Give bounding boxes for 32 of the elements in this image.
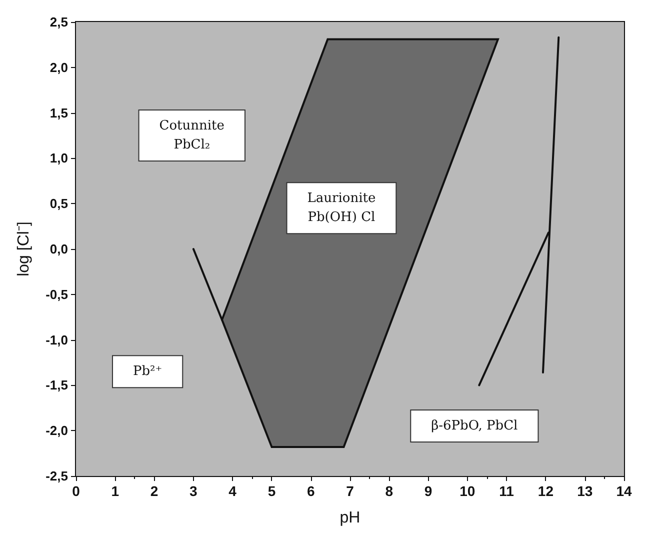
x-tick-label: 12 bbox=[538, 483, 554, 499]
x-tick-label: 10 bbox=[460, 483, 476, 499]
y-tick-label: -2,5 bbox=[46, 468, 68, 484]
y-tick-label: -0,5 bbox=[46, 286, 68, 302]
annotation: β-6PbO, PbCl bbox=[431, 418, 518, 434]
y-tick-label: 2,5 bbox=[50, 14, 68, 30]
x-tick-label: 8 bbox=[385, 483, 394, 499]
x-tick-label: 9 bbox=[424, 483, 432, 499]
y-tick-label: -1,5 bbox=[46, 378, 68, 393]
y-tick-label: 1,5 bbox=[50, 105, 68, 120]
x-tick-label: 2 bbox=[150, 483, 158, 499]
y-tick-label: 0,0 bbox=[50, 242, 68, 256]
x-tick-label: 6 bbox=[306, 483, 315, 499]
x-tick-label: 0 bbox=[72, 483, 80, 499]
x-tick-label: 5 bbox=[268, 483, 276, 499]
x-tick-label: 7 bbox=[346, 483, 354, 499]
x-tick-label: 3 bbox=[190, 483, 198, 499]
x-tick-label: 4 bbox=[228, 483, 237, 499]
x-tick-label: 11 bbox=[499, 483, 514, 499]
x-tick-label: 14 bbox=[616, 483, 632, 499]
y-tick-label: 2,0 bbox=[50, 60, 68, 75]
y-tick-label: 1,0 bbox=[50, 150, 68, 166]
x-tick-label: 13 bbox=[577, 483, 593, 499]
annotation: Laurionite Pb(OH) Cl bbox=[307, 191, 376, 226]
annotation: Cotunnite PbCl₂ bbox=[159, 118, 225, 152]
x-axis-title: pH bbox=[340, 510, 360, 526]
y-tick-label: -1,0 bbox=[46, 332, 68, 348]
y-tick-label: -2,0 bbox=[46, 423, 68, 438]
annotation: Pb²⁺ bbox=[132, 364, 162, 380]
y-tick-label: 0,5 bbox=[50, 196, 68, 212]
x-tick-label: 1 bbox=[111, 483, 120, 499]
y-axis-title: log [Cl⁻] bbox=[16, 222, 32, 276]
